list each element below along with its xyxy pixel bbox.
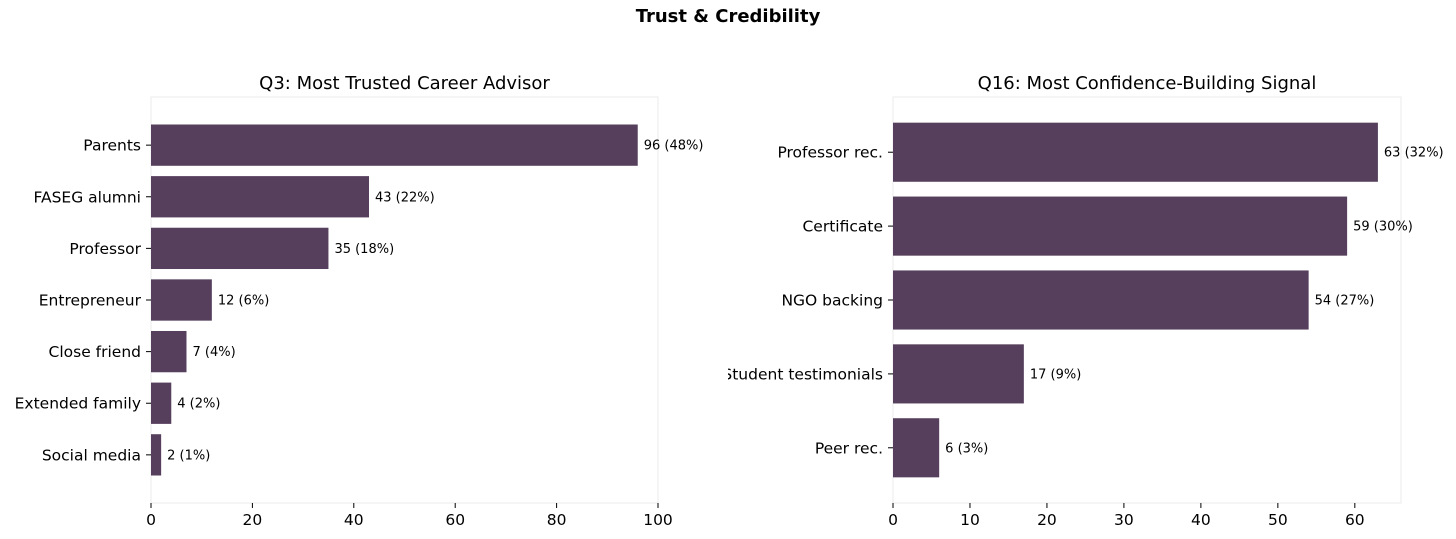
bar-ngo-backing: [893, 270, 1309, 330]
y-tick-label-faseg-alumni: FASEG alumni: [33, 188, 141, 206]
bar-peer-rec: [893, 418, 940, 478]
data-label-student-testimonials: 17 (9%): [1030, 367, 1081, 382]
x-tick-label-40: 40: [344, 511, 364, 529]
data-label-professor: 35 (18%): [334, 242, 394, 257]
y-tick-label-professor: Professor: [69, 240, 141, 258]
y-tick-label-extended-family: Extended family: [15, 395, 141, 413]
bar-parents: [151, 124, 638, 166]
data-label-peer-rec: 6 (3%): [945, 441, 988, 456]
x-tick-label-80: 80: [547, 511, 567, 529]
data-label-social-media: 2 (1%): [167, 448, 210, 463]
data-label-extended-family: 4 (2%): [177, 397, 220, 412]
bar-professor-rec: [893, 122, 1378, 182]
data-label-faseg-alumni: 43 (22%): [375, 190, 435, 205]
y-tick-label-certificate: Certificate: [802, 218, 883, 236]
x-tick-label-40: 40: [1191, 511, 1211, 529]
x-tick-label-10: 10: [960, 511, 980, 529]
x-tick-label-60: 60: [445, 511, 465, 529]
data-label-parents: 96 (48%): [644, 139, 704, 154]
y-tick-label-parents: Parents: [83, 137, 141, 155]
bar-entrepreneur: [151, 279, 212, 321]
y-tick-label-professor-rec: Professor rec.: [777, 144, 883, 162]
bar-certificate: [893, 196, 1348, 256]
y-tick-label-ngo-backing: NGO backing: [781, 292, 883, 310]
data-label-ngo-backing: 54 (27%): [1315, 294, 1375, 309]
x-tick-label-30: 30: [1114, 511, 1134, 529]
x-tick-label-60: 60: [1345, 511, 1365, 529]
y-tick-label-student-testimonials: Student testimonials: [728, 365, 883, 383]
x-tick-label-100: 100: [643, 511, 673, 529]
x-tick-label-50: 50: [1268, 511, 1288, 529]
data-label-close-friend: 7 (4%): [192, 345, 235, 360]
bar-chart-trusted-advisor: Q3: Most Trusted Career Advisor Parents 96…: [15, 73, 704, 529]
bar-student-testimonials: [893, 344, 1024, 404]
x-tick-label-20: 20: [243, 511, 263, 529]
chart-panel-confidence-signal: Q16: Most Confidence-Building Signal Prof…: [728, 0, 1456, 539]
bar-faseg-alumni: [151, 176, 370, 218]
bar-chart-confidence-signal: Q16: Most Confidence-Building Signal Prof…: [728, 73, 1444, 529]
data-label-professor-rec: 63 (32%): [1384, 146, 1444, 161]
data-label-entrepreneur: 12 (6%): [218, 294, 269, 309]
data-label-certificate: 59 (30%): [1353, 220, 1413, 235]
chart-title: Q16: Most Confidence-Building Signal: [978, 73, 1317, 94]
y-tick-label-close-friend: Close friend: [49, 343, 142, 361]
y-tick-label-peer-rec: Peer rec.: [815, 439, 883, 457]
y-tick-label-entrepreneur: Entrepreneur: [39, 292, 142, 310]
x-tick-label-0: 0: [888, 511, 898, 529]
bar-extended-family: [151, 382, 172, 424]
bar-social-media: [151, 434, 162, 476]
bar-professor: [151, 227, 329, 270]
figure-title: Trust & Credibility: [635, 6, 821, 27]
bar-close-friend: [151, 330, 187, 373]
x-tick-label-20: 20: [1037, 511, 1057, 529]
y-tick-label-social-media: Social media: [42, 446, 141, 464]
chart-panel-trusted-advisor: Q3: Most Trusted Career Advisor Parents 96…: [15, 73, 704, 529]
chart-title: Q3: Most Trusted Career Advisor: [259, 73, 550, 94]
x-tick-label-0: 0: [146, 511, 156, 529]
